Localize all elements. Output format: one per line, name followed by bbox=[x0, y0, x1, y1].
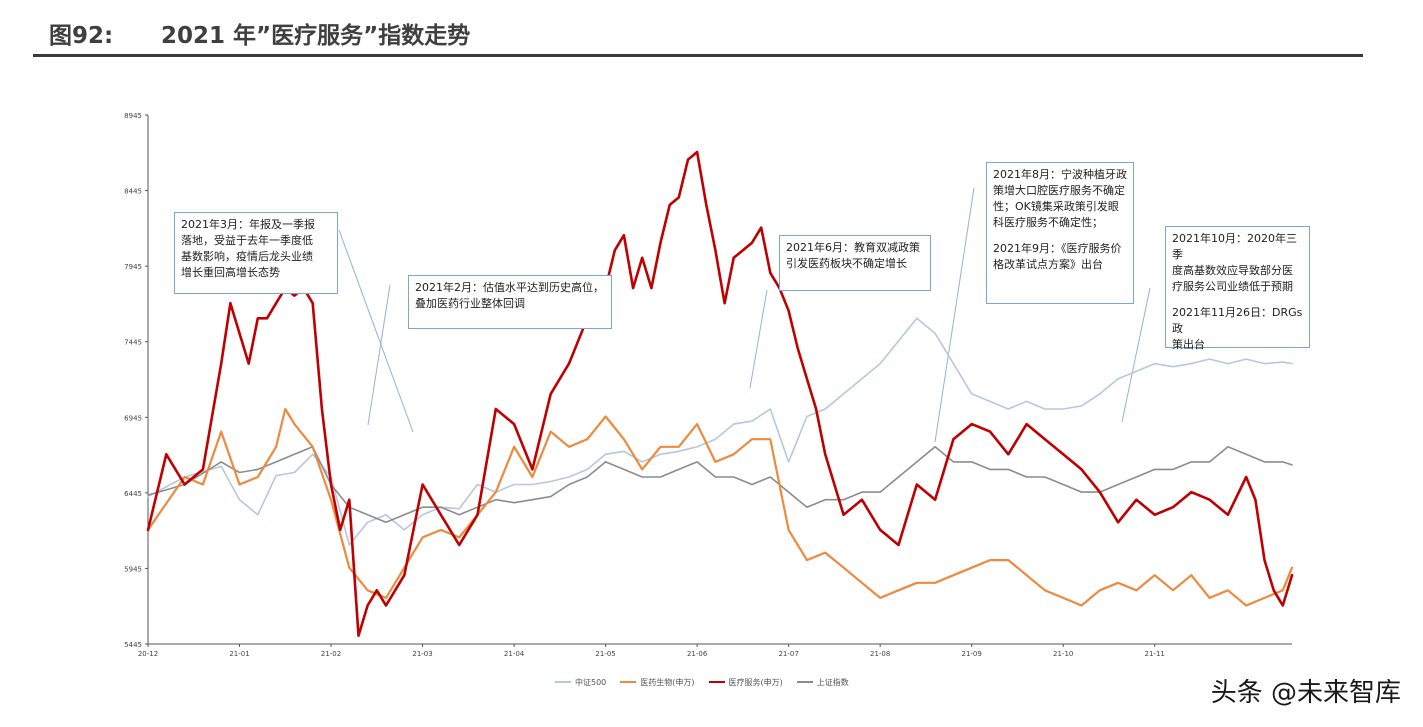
annotation-march: 2021年3月：年报及一季报 落地，受益于去年一季度低 基数影响，疫情后龙头业绩… bbox=[174, 212, 338, 294]
annotation-pointer bbox=[1121, 287, 1151, 423]
annotation-line: 2021年8月：宁波种植牙政 bbox=[993, 168, 1127, 181]
annotation-line: 2021年11月26日：DRGs政 bbox=[1172, 306, 1303, 335]
legend-swatch bbox=[796, 681, 813, 683]
legend-item-sse-index: 上证指数 bbox=[796, 677, 849, 688]
annotation-pointer bbox=[367, 284, 391, 426]
legend-label: 医疗服务(申万) bbox=[728, 677, 783, 687]
annotation-line: 2021年10月：2020年三季 bbox=[1172, 232, 1297, 261]
y-tick-label: 8945 bbox=[124, 112, 142, 120]
annotation-line: 策出台 bbox=[1172, 338, 1205, 351]
legend-item-csi500: 中证500 bbox=[555, 677, 606, 688]
x-tick-label: 21-01 bbox=[229, 650, 249, 658]
legend-swatch bbox=[620, 681, 637, 683]
annotation-pointer bbox=[934, 187, 975, 443]
annotation-line: 叠加医药行业整体回调 bbox=[415, 297, 525, 310]
annotation-line: 性；OK镜集采政策引发眼 bbox=[993, 200, 1119, 213]
x-tick-label: 21-02 bbox=[321, 650, 341, 658]
figure-number: 图92: bbox=[49, 23, 114, 49]
annotation-line: 增长重回高增长态势 bbox=[181, 266, 280, 279]
y-tick-label: 6945 bbox=[124, 414, 142, 422]
annotation-line: 落地，受益于去年一季度低 bbox=[181, 234, 313, 247]
chart-legend: 中证500 医药生物(申万) 医疗服务(申万) 上证指数 bbox=[555, 674, 863, 690]
x-tick-label: 21-03 bbox=[412, 650, 432, 658]
x-tick-label: 21-09 bbox=[962, 650, 982, 658]
annotation-line: 引发医药板块不确定增长 bbox=[786, 257, 907, 270]
watermark: 头条 @未来智库 bbox=[1210, 678, 1401, 708]
legend-label: 医药生物(申万) bbox=[640, 677, 695, 687]
y-tick-label: 5945 bbox=[124, 565, 142, 573]
y-tick-label: 7445 bbox=[124, 339, 142, 347]
annotation-line: 疗服务公司业绩低于预期 bbox=[1172, 280, 1293, 293]
legend-swatch bbox=[555, 681, 571, 683]
x-tick-label: 21-10 bbox=[1053, 650, 1073, 658]
series-line-0 bbox=[147, 317, 1293, 546]
x-tick-label: 21-08 bbox=[870, 650, 890, 658]
annotation-line: 策增大口腔医疗服务不确定 bbox=[993, 184, 1125, 197]
annotation-pointer bbox=[338, 229, 414, 433]
annotation-line: 2021年3月：年报及一季报 bbox=[181, 218, 315, 231]
annotation-line: 度高基数效应导致部分医 bbox=[1172, 264, 1293, 277]
annotation-line: 科医疗服务不确定性； bbox=[993, 216, 1103, 229]
series-line-3 bbox=[147, 445, 1293, 524]
y-tick-label: 7945 bbox=[124, 263, 142, 271]
x-tick-label: 21-06 bbox=[687, 650, 708, 658]
x-tick-label: 21-07 bbox=[778, 650, 798, 658]
x-tick-label: 21-05 bbox=[595, 650, 615, 658]
x-tick-label: 21-04 bbox=[504, 650, 525, 658]
x-tick-label: 21-11 bbox=[1145, 650, 1165, 658]
y-tick-label: 8445 bbox=[124, 188, 142, 196]
annotation-june: 2021年6月：教育双减政策 引发医药板块不确定增长 bbox=[779, 235, 931, 291]
y-tick-label: 6445 bbox=[124, 490, 142, 498]
legend-label: 中证500 bbox=[575, 677, 607, 687]
series-line-2 bbox=[146, 150, 1294, 638]
legend-label: 上证指数 bbox=[816, 677, 849, 687]
x-tick-label: 20-12 bbox=[138, 650, 158, 658]
figure-header: 图92: 2021 年”医疗服务”指数走势 bbox=[33, 0, 1363, 57]
annotation-pointer bbox=[749, 289, 768, 389]
annotation-august-september: 2021年8月：宁波种植牙政 策增大口腔医疗服务不确定 性；OK镜集采政策引发眼… bbox=[986, 162, 1134, 304]
legend-swatch bbox=[708, 681, 725, 683]
legend-item-medical-services: 医疗服务(申万) bbox=[708, 677, 783, 688]
annotation-line: 2021年9月：《医疗服务价 bbox=[993, 242, 1122, 255]
annotation-line: 格改革试点方案》出台 bbox=[993, 258, 1103, 271]
legend-item-pharma-bio: 医药生物(申万) bbox=[620, 677, 695, 688]
annotation-february: 2021年2月：估值水平达到历史高位， 叠加医药行业整体回调 bbox=[408, 275, 612, 329]
annotation-line: 2021年2月：估值水平达到历史高位， bbox=[415, 281, 604, 294]
annotation-line: 2021年6月：教育双减政策 bbox=[786, 241, 920, 254]
figure-title: 2021 年”医疗服务”指数走势 bbox=[161, 23, 471, 49]
y-tick-label: 5445 bbox=[124, 641, 142, 649]
annotation-october-november: 2021年10月：2020年三季 度高基数效应导致部分医 疗服务公司业绩低于预期… bbox=[1165, 226, 1310, 351]
series-line-1 bbox=[146, 407, 1294, 607]
annotation-line: 基数影响，疫情后龙头业绩 bbox=[181, 250, 313, 263]
